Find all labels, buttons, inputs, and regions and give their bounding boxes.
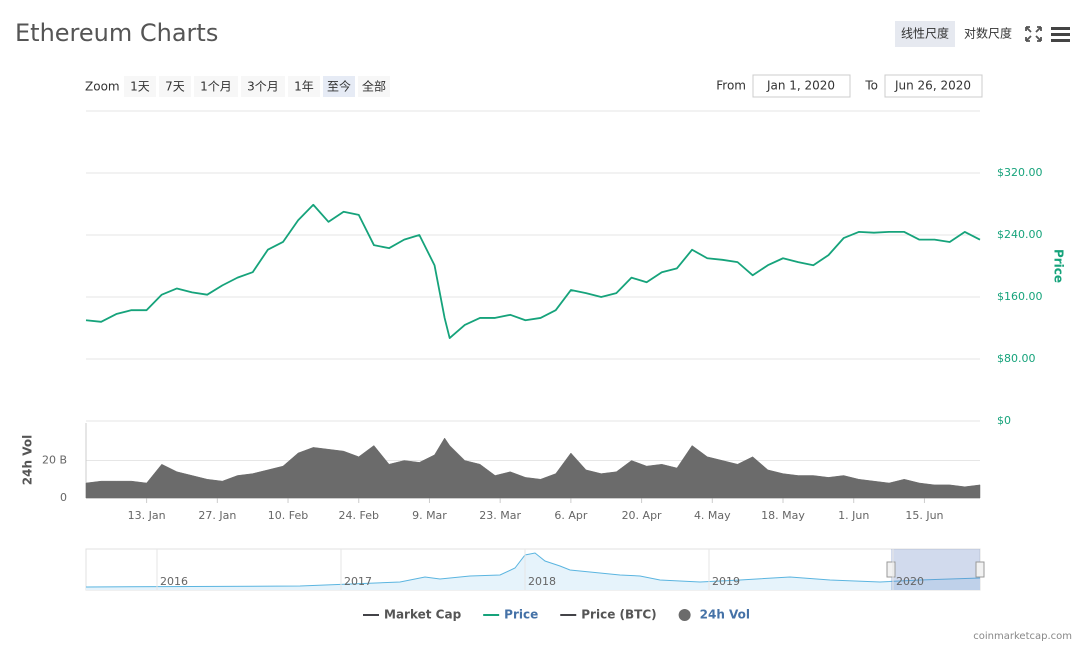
x-tick-label: 1. Jun: [838, 509, 869, 522]
zoom-button-bg[interactable]: [194, 76, 238, 97]
x-tick-label: 6. Apr: [554, 509, 587, 522]
zoom-button-bg[interactable]: [288, 76, 320, 97]
fullscreen-icon[interactable]: [1025, 26, 1042, 42]
y-tick-label: $0: [997, 414, 1011, 427]
volume-area: [85, 437, 981, 499]
chart-title: Ethereum Charts: [15, 19, 218, 47]
navigator-label: 2016: [160, 575, 188, 588]
y-tick-label: $160.00: [997, 290, 1043, 303]
legend-label[interactable]: 24h Vol: [700, 608, 750, 622]
legend: Market Cap Price Price (BTC) 24h Vol: [363, 608, 750, 622]
scale-button-bg[interactable]: [895, 21, 955, 47]
navigator-line: [85, 552, 981, 588]
x-tick-label: 23. Mar: [479, 509, 521, 522]
zoom-button-bg[interactable]: [159, 76, 191, 97]
navigator-label: 2017: [344, 575, 372, 588]
zoom-button[interactable]: 至今: [327, 79, 351, 94]
x-tick-label: 27. Jan: [198, 509, 236, 522]
navigator-label: 2019: [712, 575, 740, 588]
zoom-button-bg[interactable]: [358, 76, 390, 97]
from-value[interactable]: Jan 1, 2020: [766, 79, 835, 93]
menu-icon[interactable]: [1051, 27, 1070, 42]
zoom-button[interactable]: 7天: [165, 80, 185, 94]
navigator-selection[interactable]: [891, 549, 980, 590]
legend-label[interactable]: Price: [504, 608, 538, 622]
zoom-button[interactable]: 1个月: [200, 80, 232, 94]
y-tick-label: $240.00: [997, 228, 1043, 241]
y-tick-label: $80.00: [997, 352, 1036, 365]
navigator-area: [86, 553, 980, 590]
x-tick-label: 4. May: [694, 509, 731, 522]
x-tick-label: 24. Feb: [339, 509, 379, 522]
legend-symbol[interactable]: [678, 609, 691, 621]
to-input[interactable]: [884, 74, 983, 98]
zoom-button[interactable]: 1天: [130, 80, 150, 94]
navigator: [85, 548, 985, 591]
navigator-label: 2018: [528, 575, 556, 588]
zoom-button-bg[interactable]: [241, 76, 285, 97]
y-tick-label: $320.00: [997, 166, 1043, 179]
y2-tick-label: 20 B: [42, 454, 67, 467]
credit: coinmarketcap.com: [973, 631, 1072, 642]
zoom-button[interactable]: 全部: [362, 79, 386, 94]
legend-label[interactable]: Market Cap: [384, 608, 462, 622]
zoom-button[interactable]: 1年: [294, 80, 314, 94]
price-line: [85, 203, 981, 339]
x-tick-label: 15. Jun: [905, 509, 943, 522]
from-label: From: [716, 79, 746, 93]
navigator-label: 2020: [896, 575, 924, 588]
navigator-labels: 2016 2017 2018 2019 2020: [156, 549, 924, 590]
navigator-handle[interactable]: [886, 561, 896, 578]
x-tick-label: 20. Apr: [622, 509, 662, 522]
scale-buttons: 线性尺度 对数尺度: [895, 21, 1070, 47]
x-tick-label: 9. Mar: [412, 509, 447, 522]
scale-button[interactable]: 对数尺度: [964, 26, 1012, 41]
y-axis-title: Price: [1052, 249, 1066, 283]
navigator-handle[interactable]: [975, 561, 985, 578]
zoom-button-bg[interactable]: [124, 76, 156, 97]
from-input[interactable]: [752, 74, 851, 98]
legend-label[interactable]: Price (BTC): [581, 608, 656, 622]
zoom-button-bg[interactable]: [323, 76, 355, 97]
y2-axis-title: 24h Vol: [21, 435, 35, 485]
x-tick-label: 10. Feb: [268, 509, 308, 522]
to-label: To: [864, 79, 878, 93]
zoom-button[interactable]: 3个月: [247, 80, 279, 94]
scale-button[interactable]: 线性尺度: [901, 26, 949, 41]
x-tick-label: 18. May: [761, 509, 805, 522]
to-value[interactable]: Jun 26, 2020: [894, 79, 971, 93]
y2-tick-label: 0: [60, 491, 67, 504]
zoom-label: Zoom: [85, 80, 120, 94]
x-tick-label: 13. Jan: [128, 509, 166, 522]
zoom-buttons: 1天 7天 1个月 3个月 1年 至今 全部: [124, 76, 390, 97]
